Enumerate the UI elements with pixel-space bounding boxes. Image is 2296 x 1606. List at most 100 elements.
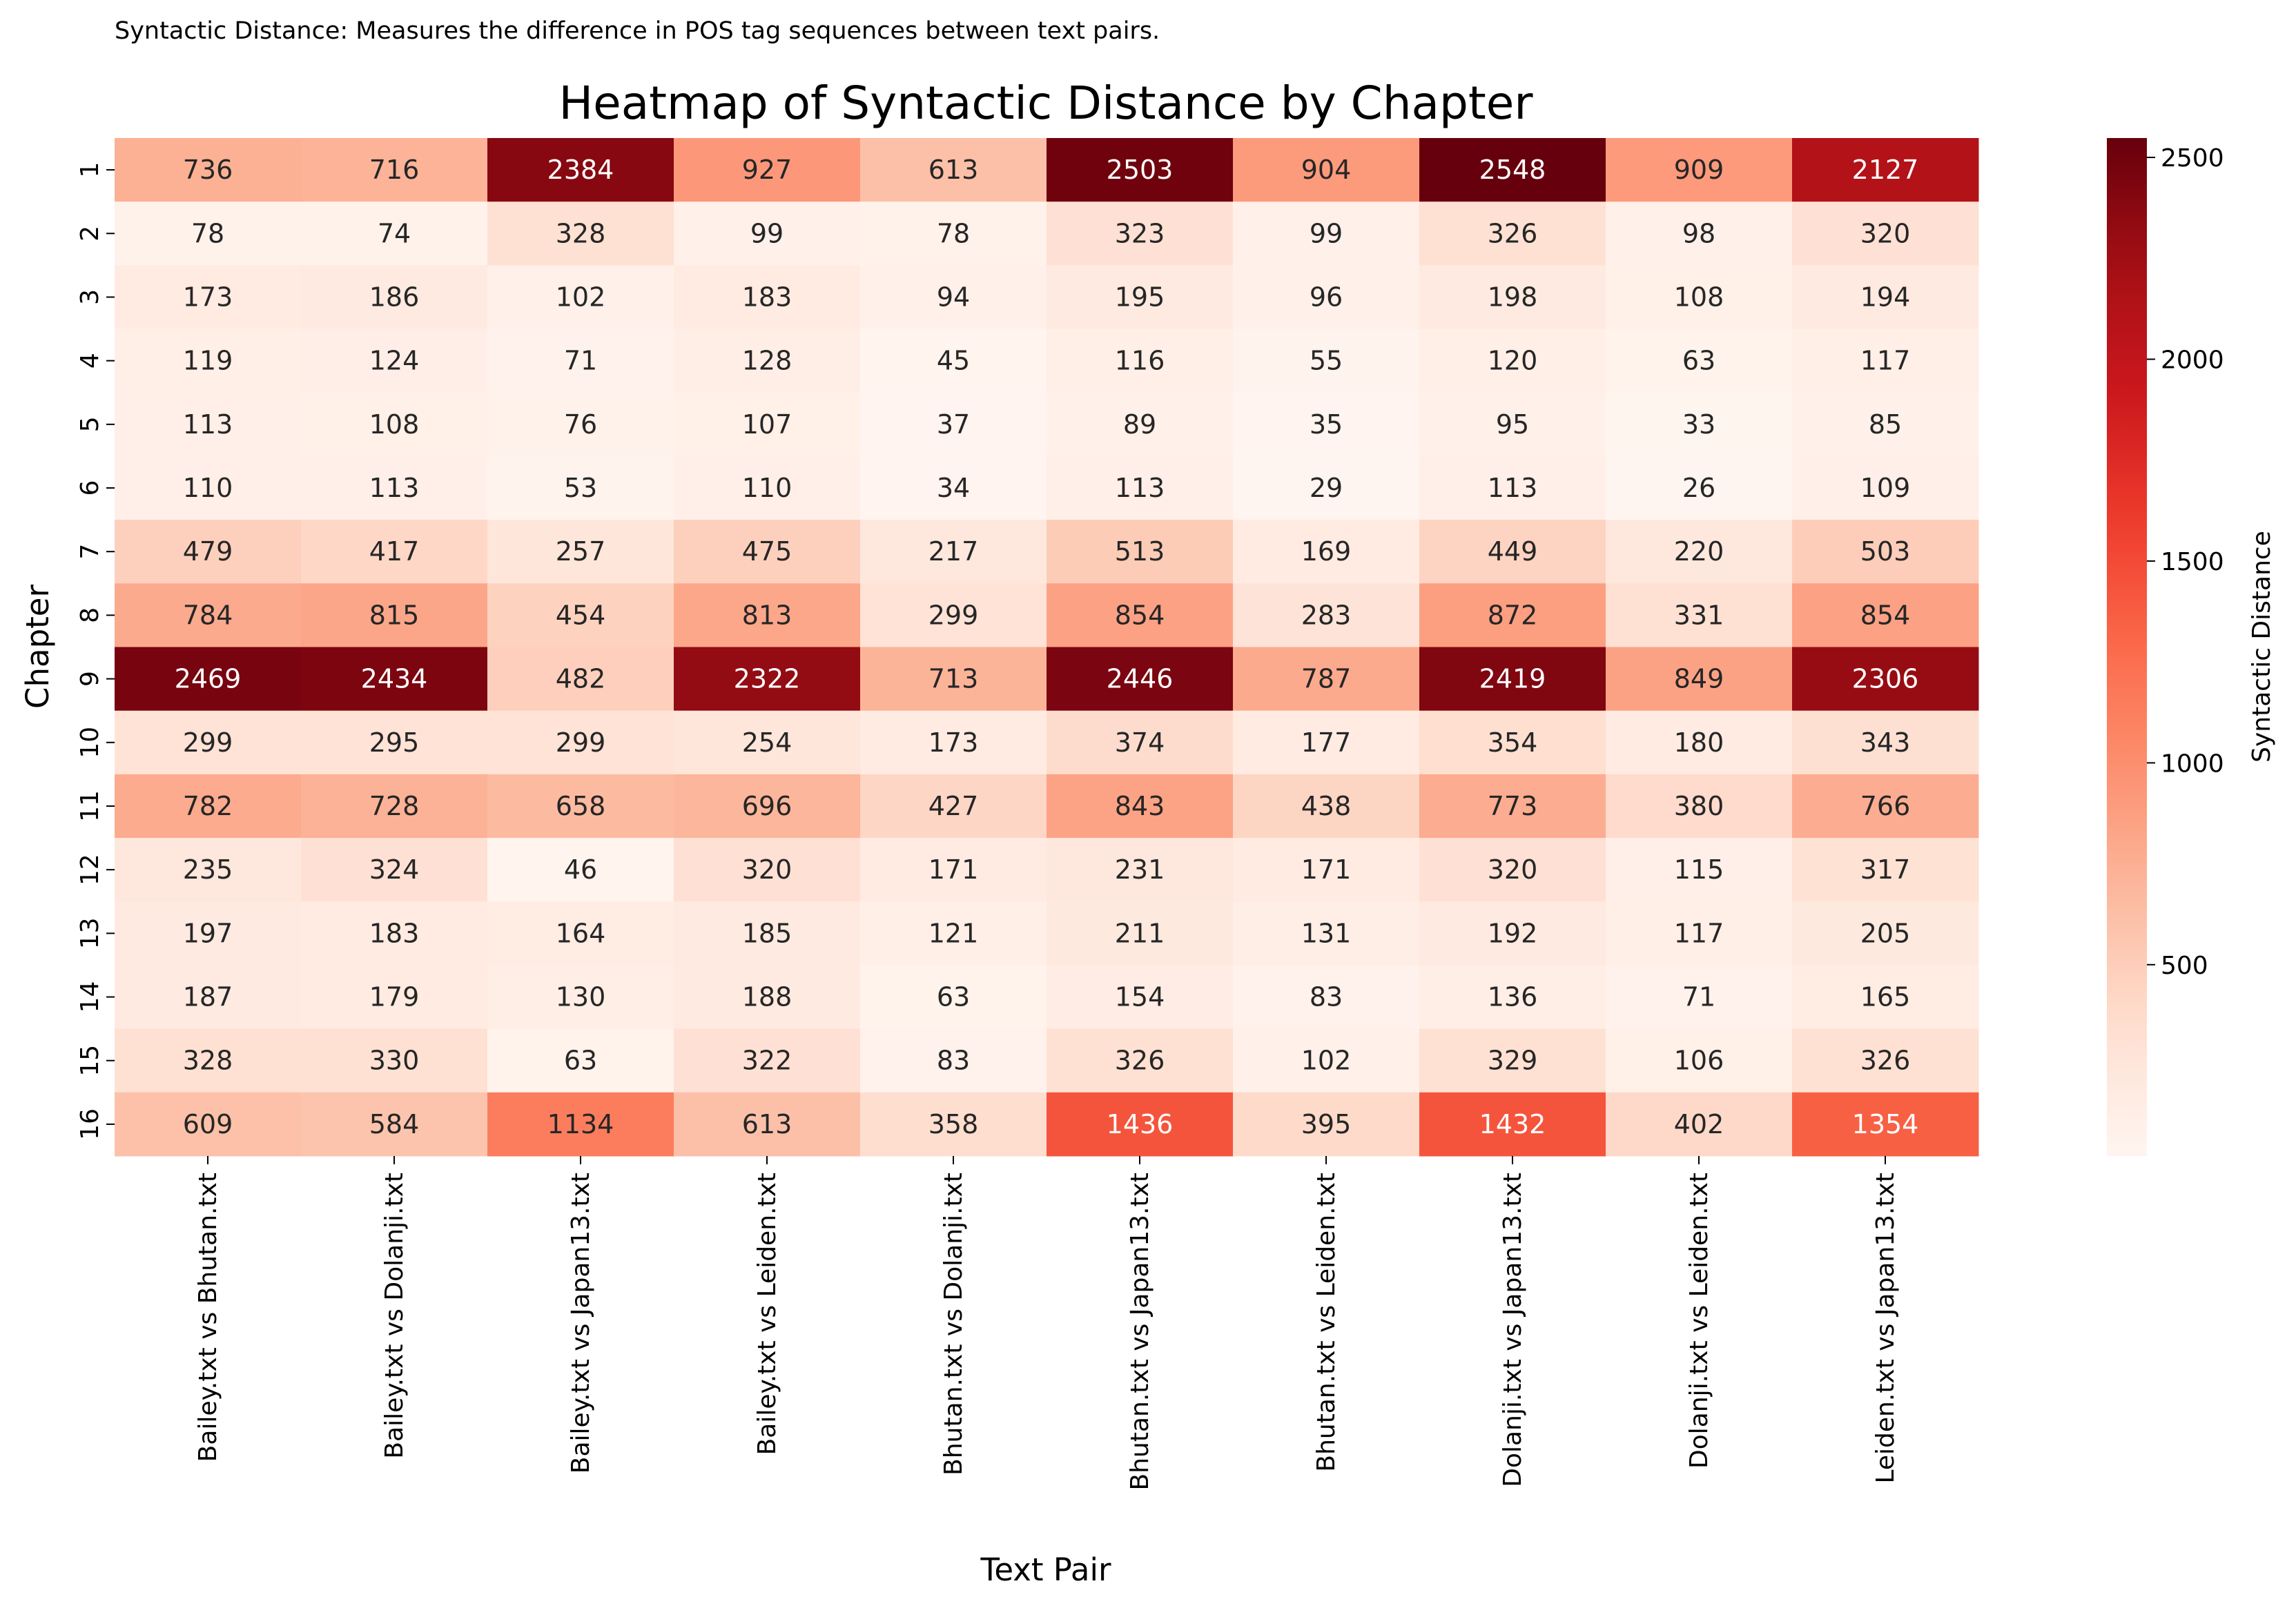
cell-value-label: 89 <box>1123 409 1156 440</box>
cell-value-label: 205 <box>1860 918 1911 948</box>
cell-value-label: 117 <box>1674 918 1724 948</box>
heatmap-cell <box>1606 1028 1793 1093</box>
cell-value-label: 299 <box>928 600 979 630</box>
heatmap-cell <box>860 583 1047 647</box>
cell-value-label: 736 <box>183 155 233 185</box>
cell-value-label: 904 <box>1301 155 1352 185</box>
heatmap-cell <box>674 1092 861 1157</box>
heatmap-cell <box>301 138 488 202</box>
heatmap-cell <box>1419 710 1606 775</box>
cell-value-label: 231 <box>1115 854 1165 885</box>
cell-value-label: 76 <box>564 409 597 440</box>
cell-value-label: 124 <box>369 346 420 376</box>
x-axis: Bailey.txt vs Bhutan.txt Bailey.txt vs Do… <box>194 1156 1900 1490</box>
heatmap-cell <box>487 901 674 966</box>
cell-value-label: 63 <box>564 1046 597 1076</box>
cell-value-label: 29 <box>1310 473 1343 503</box>
x-tick-label: Dolanji.txt vs Leiden.txt <box>1685 1173 1713 1469</box>
heatmap-cell <box>487 265 674 330</box>
cell-value-label: 329 <box>1488 1046 1538 1076</box>
heatmap-cell <box>1233 838 1420 902</box>
heatmap-cell <box>115 520 302 584</box>
cell-value-label: 117 <box>1860 346 1911 376</box>
cell-value-label: 395 <box>1301 1109 1352 1139</box>
heatmap-cell <box>1419 838 1606 902</box>
heatmap-cell <box>487 329 674 393</box>
heatmap-cell <box>1233 583 1420 647</box>
cell-value-label: 110 <box>742 473 792 503</box>
heatmap-cell <box>301 901 488 966</box>
heatmap-cell <box>674 901 861 966</box>
heatmap-cell <box>1606 520 1793 584</box>
heatmap-cell <box>860 774 1047 839</box>
x-tick-label: Bailey.txt vs Dolanji.txt <box>380 1173 409 1459</box>
heatmap-cell <box>674 1028 861 1093</box>
heatmap-cell <box>487 392 674 457</box>
cell-value-label: 482 <box>556 664 606 694</box>
cell-value-label: 45 <box>937 346 970 376</box>
heatmap-cell <box>1606 774 1793 839</box>
heatmap-cell <box>301 1092 488 1157</box>
y-axis-label: Chapter <box>19 585 56 709</box>
cell-value-label: 1432 <box>1479 1109 1546 1139</box>
heatmap-cell <box>674 456 861 520</box>
heatmap-cell <box>1792 456 1979 520</box>
heatmap-cells: 736 716 2384 927 613 2503 904 2548 909 2127 78 74 32… <box>115 138 1979 1157</box>
heatmap-cell <box>1047 901 1234 966</box>
y-tick-label: 15 <box>76 1045 104 1077</box>
heatmap-cell <box>1419 138 1606 202</box>
cell-value-label: 102 <box>1301 1046 1352 1076</box>
cell-value-label: 475 <box>742 536 792 567</box>
cell-value-label: 317 <box>1860 854 1911 885</box>
heatmap-cell <box>860 901 1047 966</box>
heatmap-cell <box>674 647 861 712</box>
heatmap-cell <box>674 965 861 1030</box>
cell-value-label: 2127 <box>1852 155 1919 185</box>
cell-value-label: 99 <box>1310 218 1343 248</box>
heatmap-cell <box>674 520 861 584</box>
cell-value-label: 211 <box>1115 918 1165 948</box>
heatmap-cell <box>1792 392 1979 457</box>
heatmap-cell <box>1419 265 1606 330</box>
heatmap-cell <box>1606 710 1793 775</box>
cell-value-label: 374 <box>1115 727 1165 758</box>
cell-value-label: 74 <box>378 218 411 248</box>
cell-value-label: 113 <box>183 409 233 440</box>
cell-value-label: 257 <box>556 536 606 567</box>
heatmap-cell <box>1792 138 1979 202</box>
heatmap-cell <box>674 583 861 647</box>
cell-value-label: 113 <box>1115 473 1165 503</box>
cell-value-label: 35 <box>1310 409 1343 440</box>
heatmap-cell <box>115 710 302 775</box>
cell-value-label: 613 <box>928 155 979 185</box>
cell-value-label: 116 <box>1115 346 1165 376</box>
cell-value-label: 185 <box>742 918 792 948</box>
cell-value-label: 2306 <box>1852 664 1919 694</box>
cell-value-label: 99 <box>750 218 784 248</box>
cell-value-label: 98 <box>1682 218 1715 248</box>
heatmap-cell <box>1792 202 1979 266</box>
heatmap-cell <box>115 965 302 1030</box>
cell-value-label: 71 <box>564 346 597 376</box>
y-tick-label: 12 <box>76 854 104 885</box>
heatmap-cell <box>1047 138 1234 202</box>
heatmap-cell <box>860 838 1047 902</box>
chart-caption: Syntactic Distance: Measures the differe… <box>115 17 1160 45</box>
cell-value-label: 427 <box>928 791 979 821</box>
heatmap-cell <box>674 710 861 775</box>
y-tick-label: 16 <box>76 1108 104 1140</box>
cell-value-label: 2434 <box>361 664 428 694</box>
cell-value-label: 320 <box>1860 218 1911 248</box>
heatmap-cell <box>115 392 302 457</box>
heatmap-cell <box>1233 710 1420 775</box>
heatmap-cell <box>487 647 674 712</box>
heatmap-cell <box>674 774 861 839</box>
y-tick-label: 3 <box>76 289 104 305</box>
heatmap-cell <box>1233 202 1420 266</box>
cell-value-label: 330 <box>369 1046 420 1076</box>
cell-value-label: 94 <box>937 282 970 312</box>
colorbar-tick-label: 500 <box>2161 952 2208 980</box>
heatmap-cell <box>1233 774 1420 839</box>
cell-value-label: 815 <box>369 600 420 630</box>
